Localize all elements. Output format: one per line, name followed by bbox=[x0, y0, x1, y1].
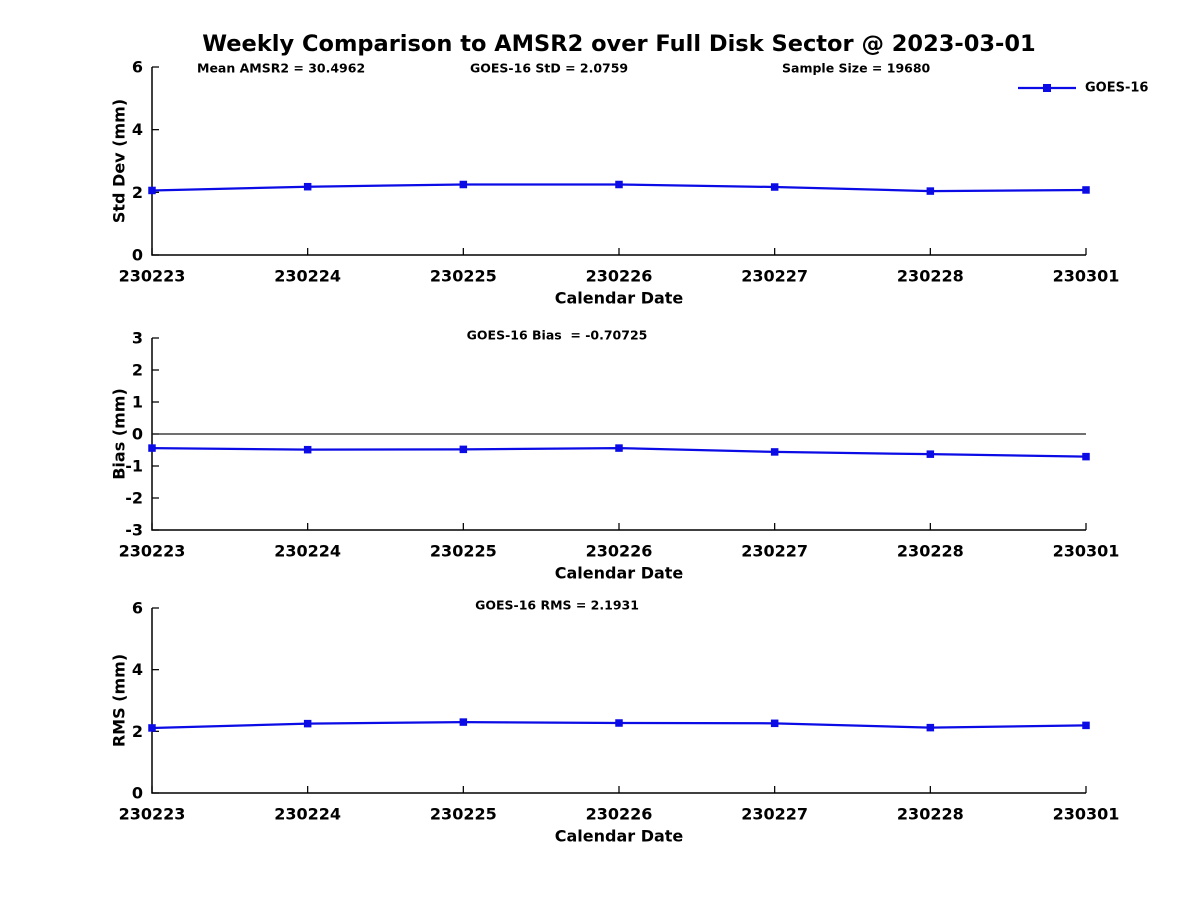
bias-subplot: -3 -2 -1 0 1 2 3 230223 230224 230225 230226 230227… bbox=[110, 328, 1120, 583]
y-tick-label: -3 bbox=[125, 521, 143, 540]
x-tick-label: 230225 bbox=[430, 805, 497, 824]
legend-marker bbox=[1043, 84, 1051, 92]
y-tick-label: 0 bbox=[132, 246, 143, 265]
legend: GOES-16 bbox=[1018, 81, 1148, 96]
goes16-marker bbox=[148, 724, 156, 732]
goes16-marker bbox=[303, 445, 312, 454]
y-tick-label: 2 bbox=[132, 722, 143, 741]
x-tick-label: 230224 bbox=[274, 542, 341, 561]
goes16-marker bbox=[926, 187, 935, 195]
goes16-marker bbox=[615, 180, 623, 189]
stat-annotation: Sample Size = 19680 bbox=[782, 61, 931, 76]
x-tick-label: 230226 bbox=[586, 542, 653, 561]
x-tick-label: 230226 bbox=[586, 267, 653, 286]
goes16-marker bbox=[1082, 452, 1090, 461]
x-tick-label: 230228 bbox=[897, 805, 964, 824]
y-tick-label: 1 bbox=[132, 393, 143, 412]
x-tick-label: 230301 bbox=[1053, 542, 1120, 561]
std-dev-subplot: 0 2 4 6 230223 230224 230225 230226 230227 230228… bbox=[110, 58, 1149, 308]
y-axis-label: RMS (mm) bbox=[110, 654, 129, 747]
y-tick-label: 6 bbox=[132, 599, 143, 618]
x-tick-label: 230227 bbox=[741, 267, 808, 286]
x-tick-label: 230226 bbox=[586, 805, 653, 824]
x-axis-label: Calendar Date bbox=[555, 827, 684, 846]
x-tick-label: 230223 bbox=[119, 267, 186, 286]
y-tick-label: 4 bbox=[132, 120, 143, 139]
x-tick-label: 230224 bbox=[274, 805, 341, 824]
axis-frame bbox=[151, 67, 1086, 256]
goes16-marker bbox=[1082, 721, 1090, 730]
stat-annotation: GOES-16 RMS = 2.1931 bbox=[475, 598, 639, 613]
goes16-marker bbox=[926, 723, 935, 732]
x-tick-label: 230225 bbox=[430, 267, 497, 286]
y-tick-label: 0 bbox=[132, 784, 143, 803]
legend-label: GOES-16 bbox=[1085, 81, 1148, 96]
x-tick-label: 230223 bbox=[119, 542, 186, 561]
y-tick-label: 6 bbox=[132, 58, 143, 77]
y-tick-label: 2 bbox=[132, 361, 143, 380]
page-title: Weekly Comparison to AMSR2 over Full Dis… bbox=[202, 31, 1036, 57]
goes16-marker bbox=[1082, 186, 1090, 194]
x-tick-label: 230228 bbox=[897, 267, 964, 286]
axis-frame bbox=[151, 608, 1086, 794]
stat-annotation: GOES-16 Bias = -0.70725 bbox=[467, 328, 648, 343]
x-axis-label: Calendar Date bbox=[555, 564, 684, 583]
goes16-marker bbox=[615, 719, 623, 727]
x-tick-label: 230225 bbox=[430, 542, 497, 561]
y-tick-label: 0 bbox=[132, 425, 143, 444]
goes16-marker bbox=[459, 180, 468, 189]
goes16-marker bbox=[303, 182, 312, 191]
y-tick-label: 4 bbox=[132, 660, 143, 679]
goes16-marker bbox=[148, 444, 156, 452]
x-tick-label: 230224 bbox=[274, 267, 341, 286]
y-axis-label: Std Dev (mm) bbox=[110, 99, 129, 223]
x-tick-label: 230223 bbox=[119, 805, 186, 824]
y-tick-label: 3 bbox=[132, 329, 143, 348]
x-tick-label: 230227 bbox=[741, 542, 808, 561]
goes16-marker bbox=[770, 448, 779, 456]
rms-subplot: 0 2 4 6 230223 230224 230225 230226 230227 230228… bbox=[110, 598, 1120, 846]
y-tick-label: -1 bbox=[125, 457, 143, 476]
x-axis-label: Calendar Date bbox=[555, 289, 684, 308]
y-tick-label: 2 bbox=[132, 183, 143, 202]
goes16-marker bbox=[459, 718, 468, 726]
x-tick-label: 230301 bbox=[1053, 805, 1120, 824]
x-tick-label: 230228 bbox=[897, 542, 964, 561]
y-tick-label: -2 bbox=[125, 489, 143, 508]
x-tick-label: 230301 bbox=[1053, 267, 1120, 286]
stat-annotation: GOES-16 StD = 2.0759 bbox=[470, 61, 628, 76]
goes16-marker bbox=[770, 183, 779, 191]
goes16-marker bbox=[303, 719, 312, 728]
goes16-marker bbox=[926, 450, 935, 458]
goes16-marker bbox=[459, 445, 468, 454]
y-axis-label: Bias (mm) bbox=[110, 388, 129, 480]
goes16-marker bbox=[770, 719, 779, 728]
stat-annotation: Mean AMSR2 = 30.4962 bbox=[197, 61, 365, 76]
goes16-marker bbox=[148, 186, 156, 195]
x-tick-label: 230227 bbox=[741, 805, 808, 824]
goes16-marker bbox=[615, 444, 623, 452]
